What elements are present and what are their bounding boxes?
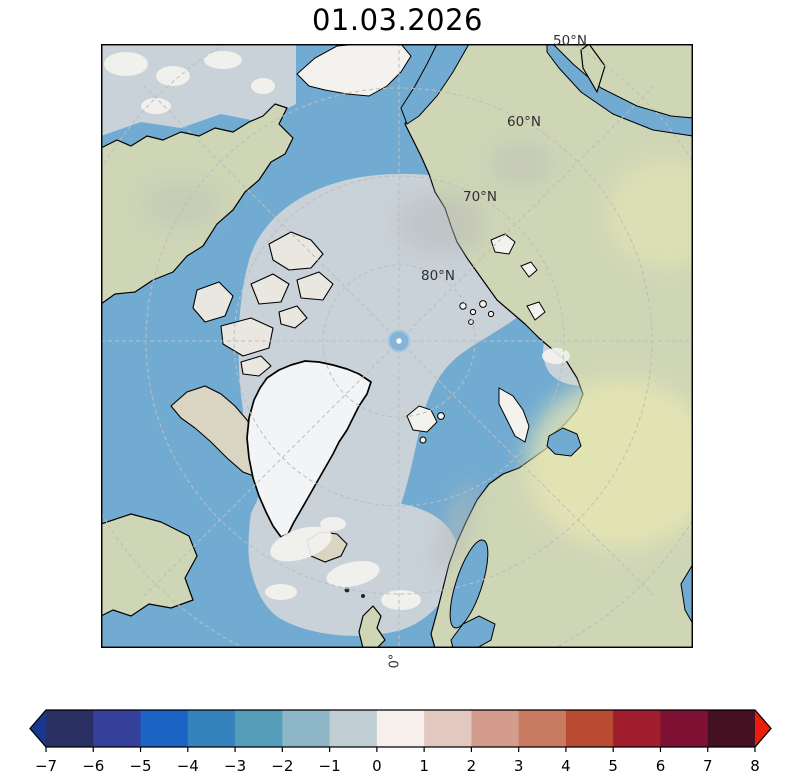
beaufort-ice-patch — [301, 205, 381, 253]
colorbar-segment — [93, 710, 142, 747]
colorbar-left-arrow — [30, 710, 46, 747]
white-sea — [546, 427, 582, 457]
colorbar-tick-label: 2 — [467, 757, 477, 775]
colorbar-tick-label: −3 — [224, 757, 246, 775]
colorbar-segment — [471, 710, 520, 747]
colorbar-tick-label: −5 — [129, 757, 151, 775]
colorbar-segment — [187, 710, 236, 747]
colorbar-tick-label: −2 — [271, 757, 293, 775]
map-border — [101, 44, 693, 648]
colorbar-tick-label: 0 — [372, 757, 382, 775]
graticule — [101, 44, 693, 648]
lat-label-50n: 50°N — [552, 33, 588, 49]
uk — [358, 605, 386, 648]
colorbar-segment — [613, 710, 662, 747]
colorbar-tick-label: −6 — [82, 757, 104, 775]
bering-strait — [400, 44, 470, 125]
colorbar-tick-label: 7 — [703, 757, 713, 775]
colorbar-tick-label: 4 — [561, 757, 571, 775]
colorbar-segment — [424, 710, 472, 747]
ob-gulf — [680, 563, 693, 626]
colorbar-segment — [707, 710, 756, 747]
colorbar-segment — [46, 710, 94, 747]
chukotka-snow — [296, 44, 412, 97]
quebec-labrador — [101, 513, 198, 617]
colorbar-tick-label: 1 — [419, 757, 429, 775]
arctic-islands — [406, 233, 546, 444]
arctic-map — [101, 44, 693, 648]
land-layer — [101, 44, 693, 648]
shetland — [361, 594, 365, 598]
colorbar-right-arrow — [755, 710, 771, 747]
lon-label-0: 0° — [387, 653, 403, 669]
colorbar: −7 −6 −5 −4 −3 −2 −1 0 1 2 3 4 5 6 7 8 — [29, 709, 772, 775]
colorbar-segment — [235, 710, 283, 747]
colorbar-segment — [282, 710, 331, 747]
colorbar-tick-label: −1 — [319, 757, 341, 775]
greenland — [246, 360, 372, 538]
plot-title: 01.03.2026 — [311, 3, 484, 37]
lat-label-80n: 80°N — [420, 268, 456, 284]
lat-label-60n: 60°N — [506, 114, 542, 130]
colorbar-segment — [518, 710, 567, 747]
gulf-of-bothnia — [449, 539, 489, 629]
canadian-archipelago — [192, 231, 334, 377]
lat-label-70n: 70°N — [462, 189, 498, 205]
colorbar-segment — [565, 710, 614, 747]
colorbar-tick-label: 6 — [656, 757, 666, 775]
colorbar-tick-label: 3 — [514, 757, 524, 775]
pole-marker — [387, 329, 411, 353]
colorbar-segment — [329, 710, 378, 747]
colorbar-segment — [140, 710, 189, 747]
colorbar-tick-label: 5 — [608, 757, 618, 775]
colorbar-tick-label: −4 — [177, 757, 199, 775]
baltic-sea — [450, 615, 496, 648]
map-panel — [101, 44, 693, 648]
snow-patches — [104, 51, 570, 610]
kamchatka — [580, 44, 606, 93]
colorbar-tick-label: −7 — [35, 757, 57, 775]
colorbar-segment — [660, 710, 709, 747]
terrain-tints — [141, 142, 693, 575]
colorbar-tick-label: 8 — [750, 757, 760, 775]
colorbar-segment — [376, 710, 425, 747]
